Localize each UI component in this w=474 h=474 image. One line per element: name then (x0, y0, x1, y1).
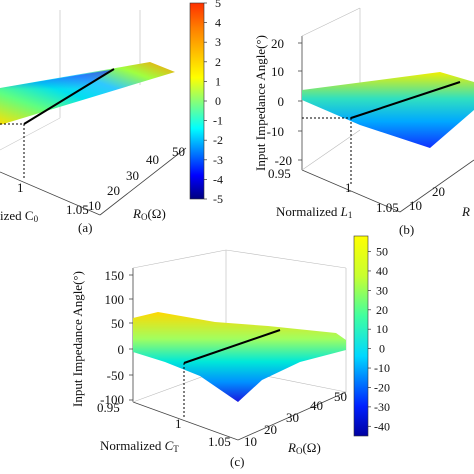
colorbar-tick-label: -3 (213, 153, 223, 167)
panel-b-xtick-3: 1.05 (376, 200, 399, 215)
colorbar-tick-label: 30 (376, 283, 388, 297)
panel-c-colorbar: 50 40 30 20 10 0 -10 -20 -30 -40 (353, 235, 390, 437)
panel-b-xtick-1: 0.95 (268, 166, 291, 181)
colorbar-tick-label: -4 (213, 172, 223, 186)
panel-a: 1 1.05 ized C0 10 20 30 40 50 RO(Ω) (a) … (0, 0, 223, 235)
panel-a-xtick-2: 1.05 (66, 202, 89, 217)
panel-c-ytick-3: 30 (286, 410, 299, 425)
panel-c: 150 100 50 0 -50 -100 Input Impedance An… (70, 235, 390, 469)
colorbar-tick-label: -5 (213, 192, 223, 206)
panel-b-surface (302, 72, 474, 148)
colorbar-tick-label: 40 (376, 264, 388, 278)
panel-c-surface (133, 312, 346, 402)
panel-c-xtick-1: 0.95 (97, 400, 120, 415)
panel-c-ztick-4: 0 (118, 342, 125, 357)
panel-c-ztick-3: 50 (111, 316, 124, 331)
colorbar-tick-label: -20 (374, 380, 390, 394)
colorbar-tick-label: 10 (376, 322, 388, 336)
panel-b-ytick-1: 10 (409, 198, 422, 213)
panel-a-ytick-4: 40 (146, 152, 159, 167)
panel-c-ytick-1: 10 (244, 434, 257, 449)
colorbar-tick-label: 50 (376, 245, 388, 259)
panel-c-ztick-1: 150 (105, 268, 125, 283)
panel-a-xtick-1: 1 (17, 180, 24, 195)
panel-c-curve (183, 329, 281, 364)
panel-a-ytick-5: 50 (172, 144, 185, 159)
panel-c-ztick-2: 100 (105, 292, 125, 307)
panel-c-xlabel: Normalized CT (100, 438, 179, 454)
colorbar-tick-label: 2 (215, 55, 221, 69)
panel-c-xtick-3: 1.05 (208, 434, 231, 449)
panel-c-ytick-4: 40 (310, 398, 323, 413)
colorbar-tick-label: -30 (374, 400, 390, 414)
panel-b-ztick-1: 20 (271, 36, 284, 51)
panel-b-ztick-3: 0 (278, 94, 285, 109)
colorbar-tick-label: -2 (213, 133, 223, 147)
panel-c-ztick-6: -100 (100, 392, 124, 407)
panel-b-ylabel: R (461, 204, 470, 219)
panel-b-label: (b) (399, 222, 414, 237)
panel-a-colorbar-bar (189, 2, 205, 200)
panel-b-xlabel: Normalized L1 (276, 204, 352, 220)
panel-a-xlabel: ized C0 (0, 208, 39, 224)
panel-b-zlabel: Input Impedance Angle(°) (253, 35, 268, 171)
colorbar-tick-label: 3 (215, 35, 221, 49)
panel-b-ytick-2: 20 (432, 184, 445, 199)
panel-a-ytick-1: 10 (88, 198, 101, 213)
panel-b-ztick-2: 10 (271, 64, 284, 79)
colorbar-tick-label: 4 (215, 16, 221, 30)
panel-c-zlabel: Input Impedance Angle(°) (70, 271, 85, 407)
panel-a-curve (23, 68, 115, 125)
panel-c-ylabel: RO(Ω) (287, 440, 321, 456)
panel-b-xtick-2: 1 (345, 180, 352, 195)
panel-c-ytick-2: 20 (264, 422, 277, 437)
panel-c-colorbar-bar (353, 235, 369, 437)
panel-b: 20 10 0 -10 -20 Input Impedance Angle(°)… (253, 7, 474, 237)
colorbar-tick-label: -10 (374, 361, 390, 375)
panel-a-surface-shade (0, 70, 110, 108)
panel-a-surface (0, 62, 175, 125)
colorbar-tick-label: 1 (215, 74, 221, 88)
colorbar-tick-label: -1 (213, 114, 223, 128)
panel-b-axes (298, 7, 474, 213)
panel-c-label: (c) (230, 454, 244, 469)
panel-b-curve (350, 81, 461, 119)
panel-a-ylabel: RO(Ω) (132, 206, 166, 222)
colorbar-tick-label: -40 (374, 419, 390, 433)
colorbar-tick-label: 5 (215, 0, 221, 10)
panel-a-colorbar: 5 4 3 2 1 0 -1 -2 -3 -4 -5 (189, 0, 223, 206)
panel-c-xtick-2: 1 (175, 416, 182, 431)
panel-a-ytick-2: 20 (107, 183, 120, 198)
colorbar-tick-label: 0 (215, 94, 221, 108)
panel-a-label: (a) (78, 220, 92, 235)
panel-c-ztick-5: -50 (107, 368, 124, 383)
panel-b-ztick-5: -20 (275, 153, 292, 168)
panel-b-ztick-4: -10 (267, 124, 284, 139)
panel-c-ytick-5: 50 (334, 389, 347, 404)
panel-a-ytick-3: 30 (126, 168, 139, 183)
colorbar-tick-label: 0 (379, 342, 385, 356)
colorbar-tick-label: 20 (376, 303, 388, 317)
panel-a-axes (0, 10, 187, 216)
